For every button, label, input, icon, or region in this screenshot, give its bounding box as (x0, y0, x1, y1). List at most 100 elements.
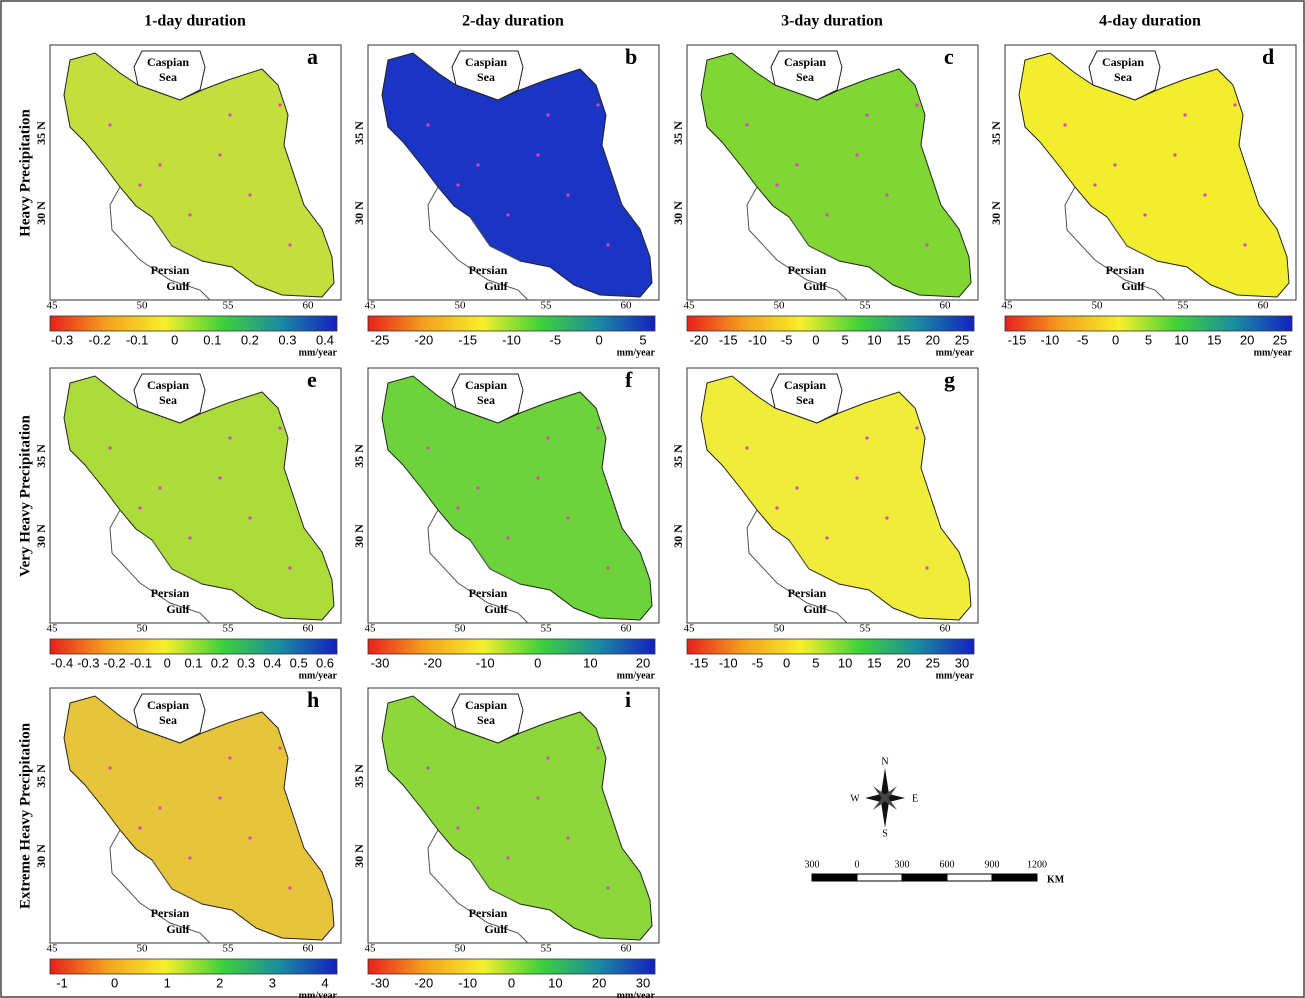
panel-letter: g (944, 367, 955, 392)
sea-label: Sea (796, 393, 814, 407)
station-dot (855, 476, 859, 480)
colorbar-tick-label: -20 (690, 332, 709, 347)
station-dot (456, 826, 460, 830)
column-title: 2-day duration (462, 13, 564, 30)
scale-label: 300 (895, 859, 910, 870)
colorbar-tick-label: 25 (926, 655, 940, 670)
station-dot (775, 506, 779, 510)
station-dot (426, 766, 430, 770)
colorbar-tick-label: -5 (550, 332, 562, 347)
sea-label: Sea (477, 70, 495, 84)
colorbar-tick-label: 10 (583, 655, 597, 670)
colorbar-tick-label: 10 (548, 975, 562, 990)
colorbar-tick-label: 25 (1273, 332, 1287, 347)
panel-letter: b (625, 44, 637, 69)
station-dot (745, 123, 749, 127)
colorbar-tick-label: -10 (719, 655, 738, 670)
station-dot (1243, 243, 1247, 247)
colorbar-tick-label: 25 (955, 332, 969, 347)
sea-label: Sea (159, 393, 177, 407)
caspian-label: Caspian (465, 698, 507, 712)
sea-label: Sea (796, 70, 814, 84)
colorbar-tick-label: 15 (867, 655, 881, 670)
lon-label: 55 (223, 300, 235, 312)
scale-segment (946, 873, 993, 882)
gulf-coast (1064, 186, 1166, 301)
colorbar-tick-label: 0.2 (241, 332, 259, 347)
lon-label: 55 (860, 623, 872, 635)
scale-segment (901, 873, 948, 882)
station-dot (596, 746, 600, 750)
station-dot (855, 153, 859, 157)
scale-unit: KM (1047, 874, 1065, 885)
gulf-coast (109, 829, 211, 944)
lat-label: 35 N (671, 121, 685, 145)
station-dot (158, 806, 162, 810)
station-dot (596, 426, 600, 430)
colorbar-tick-label: -1 (56, 975, 68, 990)
station-dot (476, 486, 480, 490)
station-dot (218, 153, 222, 157)
colorbar-tick-label: -20 (414, 332, 433, 347)
colorbar-tick-label: -10 (458, 975, 477, 990)
scale-label: 300 (805, 859, 820, 870)
caspian-sea (451, 693, 524, 744)
lon-label: 50 (455, 623, 467, 635)
colorbar-tick-label: 10 (867, 332, 881, 347)
lon-label: 55 (541, 623, 553, 635)
station-dot (536, 796, 540, 800)
sea-label: Sea (159, 713, 177, 727)
station-dot (566, 516, 570, 520)
caspian-sea (133, 693, 206, 744)
persian-label: Persian (151, 586, 190, 600)
colorbar-tick-label: -10 (1040, 332, 1059, 347)
lon-label: 60 (1258, 300, 1270, 312)
colorbar-tick-label: -0.3 (77, 655, 99, 670)
gulf-label: Gulf (166, 602, 190, 616)
station-dot (865, 436, 869, 440)
colorbar (686, 638, 975, 655)
station-dot (1113, 163, 1117, 167)
lon-label: 50 (137, 300, 149, 312)
station-dot (825, 536, 829, 540)
colorbar-tick-label: 0.3 (237, 655, 255, 670)
lon-label: 60 (303, 623, 315, 635)
station-dot (158, 486, 162, 490)
colorbar-tick-label: -10 (748, 332, 767, 347)
station-dot (248, 516, 252, 520)
caspian-label: Caspian (147, 55, 189, 69)
lon-label: 50 (137, 943, 149, 955)
colorbar-unit: mm/year (1254, 347, 1293, 358)
colorbar-tick-label: 20 (636, 655, 650, 670)
gulf-label: Gulf (484, 279, 508, 293)
station-dot (188, 536, 192, 540)
colorbar-tick-label: 0.4 (263, 655, 281, 670)
station-dot (456, 506, 460, 510)
colorbar-tick-label: -5 (752, 655, 764, 670)
lon-label: 45 (47, 943, 59, 955)
colorbar-unit: mm/year (617, 347, 656, 358)
station-dot (566, 193, 570, 197)
lon-label: 55 (541, 943, 553, 955)
row-label: Very Heavy Precipitation (17, 415, 33, 577)
persian-label: Persian (151, 906, 190, 920)
station-dot (775, 183, 779, 187)
colorbar-tick-label: 5 (639, 332, 646, 347)
lon-label: 45 (47, 623, 59, 635)
compass-e: E (912, 793, 918, 804)
station-dot (1093, 183, 1097, 187)
colorbar-tick-label: -5 (1077, 332, 1089, 347)
sea-label: Sea (159, 70, 177, 84)
station-dot (546, 756, 550, 760)
colorbar-unit: mm/year (617, 670, 656, 681)
gulf-label: Gulf (166, 279, 190, 293)
station-dot (546, 113, 550, 117)
colorbar-tick-label: 0.3 (278, 332, 296, 347)
colorbar-tick-label: 20 (926, 332, 940, 347)
persian-label: Persian (788, 263, 827, 277)
colorbar-tick-label: 15 (896, 332, 910, 347)
station-dot (606, 243, 610, 247)
